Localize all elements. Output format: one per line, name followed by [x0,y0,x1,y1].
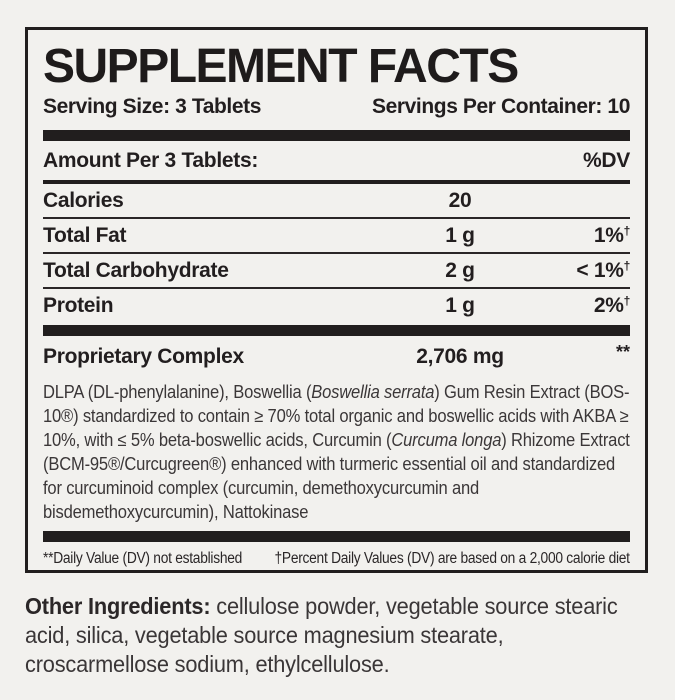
dv-header-label: %DV [583,149,630,172]
proprietary-complex-description: DLPA (DL-phenylalanine), Boswellia (Bosw… [43,380,630,524]
panel-title: SUPPLEMENT FACTS [43,40,519,93]
hairline-divider [43,252,630,254]
dv-value: < 1% [576,259,624,282]
dv-footnote-mark: † [623,294,631,308]
description-segment-italic: Boswellia serrata [311,382,435,402]
nutrient-row-protein: Protein 1 g 2%† [43,289,630,322]
complex-name: Proprietary Complex [43,345,244,368]
nutrient-amount: 1 g [445,294,475,317]
nutrient-row-total-carbohydrate: Total Carbohydrate 2 g < 1%† [43,254,630,287]
description-segment: DLPA (DL-phenylalanine), Boswellia ( [43,382,312,402]
servings-per-container-text: Servings Per Container: 10 [371,95,630,118]
nutrient-name: Protein [43,294,114,317]
description-segment: ) Rhizome Extract (BCM-95®/Curcugreen®) … [43,430,630,522]
other-ingredients-text: cellulose powder, vegetable source stear… [25,593,618,677]
nutrient-dv: 2%† [530,294,630,318]
nutrient-row-total-fat: Total Fat 1 g 1%† [43,219,630,252]
other-ingredients-label: Other Ingredients: [25,593,211,619]
supplement-facts-panel: SUPPLEMENT FACTS Serving Size: 3 Tablets… [25,27,648,573]
nutrient-amount: 20 [448,189,472,212]
amount-per-label: Amount Per 3 Tablets: [43,149,259,172]
nutrient-name: Total Carbohydrate [43,259,229,282]
footnote-dv-not-established: **Daily Value (DV) not established [43,550,243,567]
nutrient-amount: 1 g [445,224,475,247]
medium-divider [43,180,630,184]
nutrient-amount: 2 g [445,259,475,282]
dv-footnote-mark: † [623,224,631,238]
complex-dv: ** [530,342,630,369]
footnote-percent-dv-basis: †Percent Daily Values (DV) are based on … [274,550,631,567]
dv-value: 1% [593,224,624,247]
nutrient-name: Total Fat [43,224,127,247]
thick-divider [43,325,630,336]
footnote-row: **Daily Value (DV) not established †Perc… [43,542,630,568]
nutrient-dv: 1%† [530,224,630,248]
complex-amount: 2,706 mg [416,345,504,368]
thick-divider [43,130,630,141]
nutrient-name: Calories [43,189,124,212]
dv-footnote-mark: † [623,259,631,273]
description-segment: ) Gum Resin Extract (BOS-10®) standardiz… [43,382,630,450]
thick-divider [43,531,630,542]
serving-size-text: Serving Size: 3 Tablets [43,95,261,118]
amount-header-row: Amount Per 3 Tablets: %DV [43,141,630,180]
nutrient-row-calories: Calories 20 [43,184,630,217]
serving-info-row: Serving Size: 3 Tablets Servings Per Con… [43,93,630,121]
hairline-divider [43,287,630,289]
dv-footnote-mark: ** [615,342,630,362]
description-segment-italic: Curcuma longa [391,430,502,450]
other-ingredients-paragraph: Other Ingredients: cellulose powder, veg… [25,592,650,679]
proprietary-complex-row: Proprietary Complex 2,706 mg ** [43,336,630,374]
dv-value: 2% [593,294,624,317]
hairline-divider [43,217,630,219]
nutrient-dv: < 1%† [530,259,630,283]
